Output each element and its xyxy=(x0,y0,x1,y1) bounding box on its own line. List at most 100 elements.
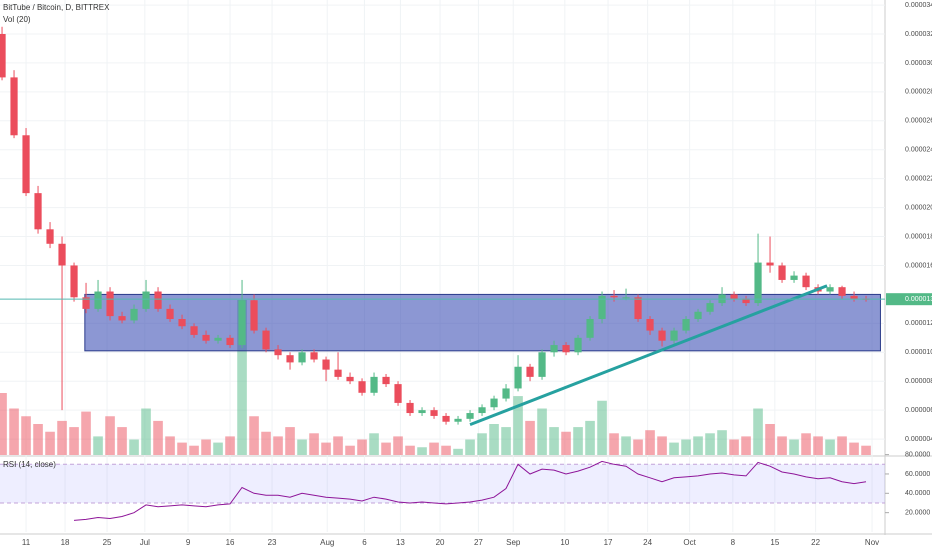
volume-bar xyxy=(573,427,583,455)
candle-body xyxy=(778,265,786,280)
y-tick-label: 0.00000800 xyxy=(905,378,932,385)
candle-body xyxy=(34,193,42,230)
y-tick-label: 0.00001800 xyxy=(905,233,932,240)
candle-body xyxy=(802,275,810,288)
candle-body xyxy=(394,384,402,403)
candle-body xyxy=(502,388,510,399)
volume-bar xyxy=(465,439,475,455)
candle-body xyxy=(46,229,54,244)
rsi-tick-label: 20.0000 xyxy=(905,509,930,516)
volume-bar xyxy=(81,411,91,455)
x-tick-label: 23 xyxy=(268,538,277,547)
volume-bar xyxy=(681,439,691,455)
candle-body xyxy=(154,291,162,309)
y-tick-label: 0.00003400 xyxy=(905,2,932,9)
x-tick-label: 11 xyxy=(22,538,31,547)
volume-bar xyxy=(93,436,103,455)
candle-body xyxy=(466,413,474,419)
volume-bar xyxy=(441,445,451,455)
candle-body xyxy=(586,319,594,338)
volume-bar xyxy=(669,442,679,455)
volume-bar xyxy=(369,433,379,455)
candle-body xyxy=(262,330,270,350)
rsi-tick-label: 40.0000 xyxy=(905,490,930,497)
x-tick-label: 13 xyxy=(396,538,405,547)
candle-body xyxy=(622,297,630,299)
candle-body xyxy=(430,410,438,416)
candle-body xyxy=(10,77,18,136)
volume-bar xyxy=(597,400,607,455)
volume-bar xyxy=(705,433,715,455)
volume-bar xyxy=(333,436,343,455)
volume-bar xyxy=(309,433,319,455)
y-tick-label: 0.00001200 xyxy=(905,320,932,327)
volume-bar xyxy=(129,439,139,455)
candle-body xyxy=(610,295,618,298)
candle-body xyxy=(358,381,366,393)
volume-bar xyxy=(285,427,295,455)
volume-bar xyxy=(801,433,811,455)
volume-bar xyxy=(753,408,763,455)
volume-bar xyxy=(825,439,835,455)
volume-bar xyxy=(345,445,355,455)
candle-body xyxy=(526,366,534,377)
volume-bar xyxy=(777,436,787,455)
volume-bar xyxy=(537,408,547,455)
volume-bar xyxy=(153,420,163,455)
candle-body xyxy=(694,311,702,320)
volume-bar xyxy=(633,439,643,455)
candle-body xyxy=(538,352,546,377)
x-tick-label: 8 xyxy=(731,538,736,547)
candle-body xyxy=(274,349,282,356)
y-tick-label: 0.00002000 xyxy=(905,204,932,211)
volume-bar xyxy=(165,436,175,455)
candle-body xyxy=(766,262,774,266)
y-tick-label: 0.00003000 xyxy=(905,60,932,67)
volume-bar xyxy=(189,445,199,455)
y-tick-label: 0.00001600 xyxy=(905,262,932,269)
x-tick-label: Aug xyxy=(320,538,334,547)
candle-body xyxy=(370,376,378,393)
volume-bar xyxy=(237,300,247,455)
volume-bar xyxy=(249,416,259,455)
volume-bar xyxy=(141,408,151,455)
volume-bar xyxy=(201,439,211,455)
candle-body xyxy=(226,337,234,346)
volume-bar xyxy=(585,420,595,455)
candle-body xyxy=(0,33,6,78)
candle-body xyxy=(178,319,186,327)
x-tick-label: Nov xyxy=(865,538,879,547)
candle-body xyxy=(118,316,126,321)
volume-bar xyxy=(729,439,739,455)
volume-bar xyxy=(609,433,619,455)
volume-bar xyxy=(837,436,847,455)
candle-body xyxy=(490,398,498,408)
volume-bar xyxy=(9,408,19,455)
volume-bar xyxy=(693,436,703,455)
volume-bar xyxy=(321,442,331,455)
candle-body xyxy=(310,352,318,360)
candle-body xyxy=(454,418,462,422)
last-price-label: 0.00001367 xyxy=(905,296,932,303)
candle-body xyxy=(346,376,354,382)
volume-bar xyxy=(393,436,403,455)
volume-title: Vol (20) xyxy=(3,15,31,24)
x-tick-label: 10 xyxy=(560,538,569,547)
x-tick-label: 15 xyxy=(770,538,779,547)
candle-body xyxy=(334,369,342,377)
volume-bar xyxy=(213,442,223,455)
volume-bar xyxy=(513,396,523,455)
x-tick-label: 27 xyxy=(474,538,483,547)
candle-body xyxy=(646,319,654,331)
y-tick-label: 0.00002600 xyxy=(905,118,932,125)
candle-body xyxy=(826,287,834,292)
y-tick-label: 0.00002400 xyxy=(905,147,932,154)
y-tick-label: 0.00000600 xyxy=(905,407,932,414)
candle-body xyxy=(634,297,642,320)
candle-body xyxy=(214,337,222,341)
volume-bar xyxy=(57,420,67,455)
volume-bar xyxy=(261,431,271,455)
candle-body xyxy=(82,297,90,309)
